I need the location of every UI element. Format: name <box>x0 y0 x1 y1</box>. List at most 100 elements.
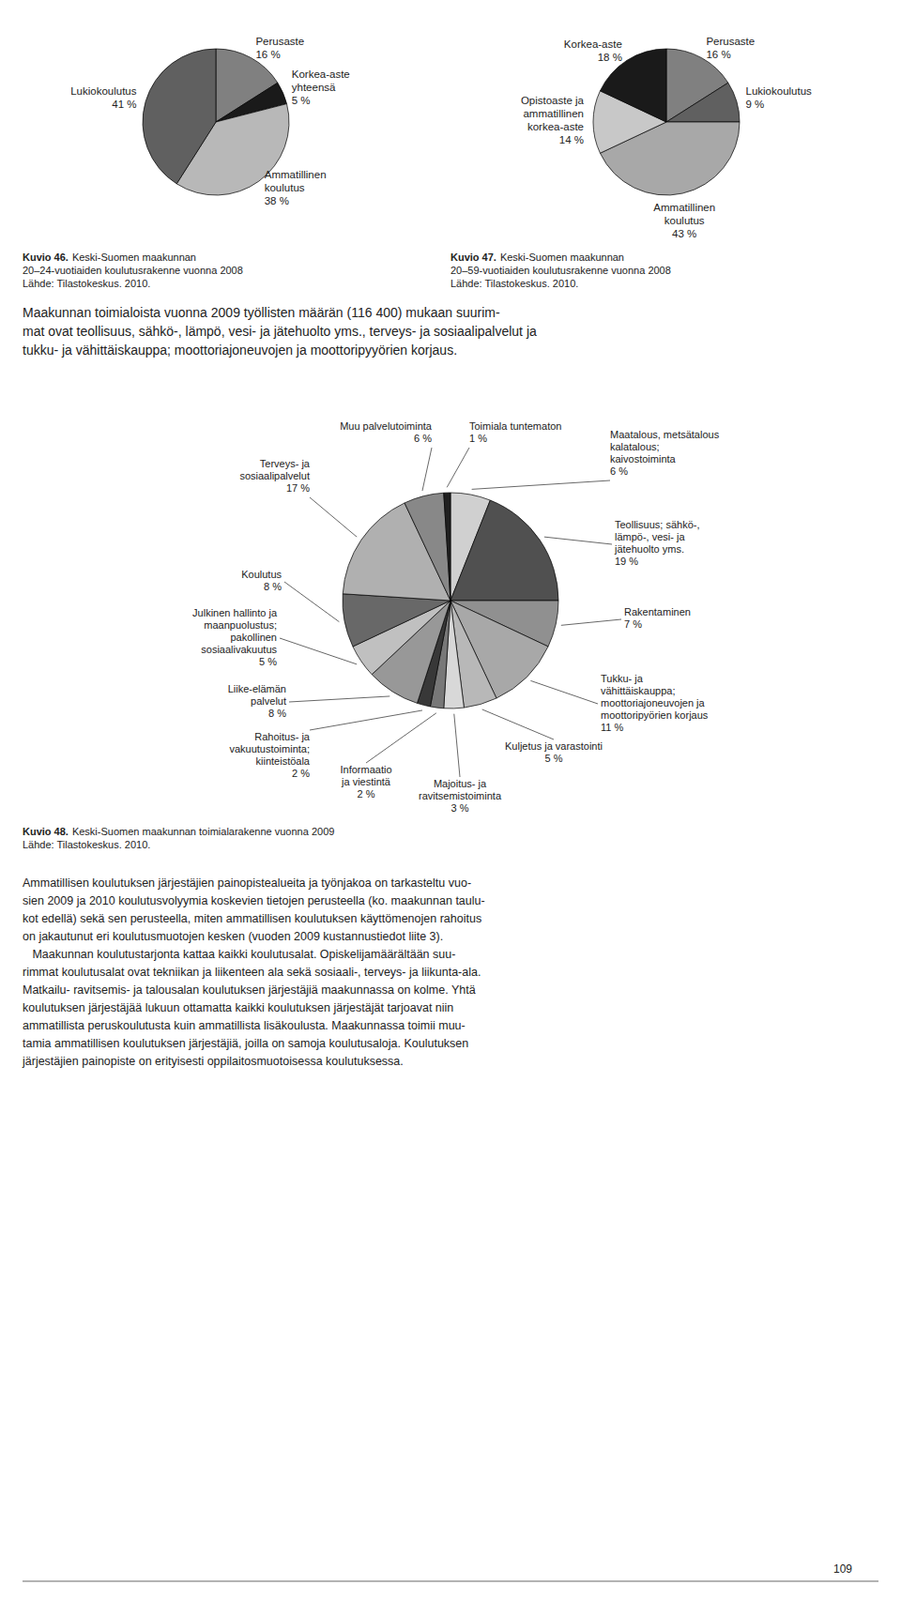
slices <box>342 492 559 709</box>
leader-line <box>284 581 339 623</box>
slice-value-label: 43 % <box>671 228 697 240</box>
body-text-line: koulutuksen järjestäjää lukuun ottamatta… <box>22 1001 454 1015</box>
slice-value-label: 14 % <box>559 134 584 146</box>
chart-annotation: Lähde: Tilastokeskus. 2010. <box>22 839 151 851</box>
slice-category-label: Rakentaminen <box>624 606 691 618</box>
slice-category-label-line: Lukiokoulutus <box>70 85 138 97</box>
caption: Kuvio 48.Keski-Suomen maakunnan toimiala… <box>22 825 335 851</box>
slice-category-label-line: Perusaste <box>255 35 305 47</box>
slice-category-label: Korkea-asteyhteensä <box>291 68 351 93</box>
slice-value-label: 3 % <box>451 802 470 814</box>
slice-value-label: 2 % <box>357 788 376 800</box>
slice-category-label-line: kaivostoiminta <box>610 453 677 465</box>
slice-category-label-line: Rahoitus- ja <box>254 731 311 743</box>
leader-line <box>309 497 357 537</box>
slice-value-label-line: 1 % <box>469 432 488 444</box>
chart-subtitle-line: Keski-Suomen maakunnan toimialarakenne v… <box>72 825 335 838</box>
slice-category-label-line: Teollisuus; sähkö-, <box>614 519 701 531</box>
chart-subtitle: Keski-Suomen maakunnan toimialarakenne v… <box>72 825 335 838</box>
slice-category-label-line: lämpö-, vesi- ja <box>614 531 686 543</box>
pie-slice <box>443 492 451 601</box>
slice-category-label-line: moottoripyörien korjaus <box>600 709 709 721</box>
slice-category-label-line: Majoitus- ja <box>433 778 488 790</box>
slice-value-label-line: 5 % <box>291 94 311 107</box>
leader-line <box>530 680 598 704</box>
pie-slice <box>666 82 740 123</box>
slice-category-label: Korkea-aste <box>564 38 623 50</box>
slice-value-label-line: 41 % <box>111 98 137 110</box>
body-text-line: järjestäjien painopiste on erityisesti o… <box>21 1054 404 1069</box>
body-text-line: mat ovat teollisuus, sähkö-, lämpö, vesi… <box>22 323 537 339</box>
slice-category-label: Lukiokoulutus <box>746 85 813 97</box>
leader-line <box>472 480 611 489</box>
slice-value-label: 18 % <box>597 51 623 63</box>
slice-value-label: 8 % <box>268 707 287 719</box>
slice-value-label-line: 5 % <box>259 656 277 668</box>
slice-value-label-line: 3 % <box>451 802 470 814</box>
slices <box>593 48 740 196</box>
slice-category-label-line: Ammatillinen <box>264 168 327 181</box>
slice-category-label: Perusaste <box>705 35 755 47</box>
slice-category-label-line: moottoriajoneuvojen ja <box>600 697 706 709</box>
slice-category-label-line: maanpuolustus; <box>203 619 277 631</box>
slice-value-label: 16 % <box>255 48 280 61</box>
slice-category-label-line: Julkinen hallinto ja <box>192 607 278 619</box>
pie-slice <box>450 500 559 601</box>
slice-value-label-line: 6 % <box>413 432 432 444</box>
slice-category-label: Opistoaste jaammatillinenkorkea-aste <box>520 94 585 133</box>
slice-value-label: 5 % <box>291 94 311 107</box>
slice-value-label-line: 8 % <box>268 707 287 719</box>
slice-value-label: 6 % <box>413 432 432 444</box>
slice-value-label: 9 % <box>746 98 765 110</box>
slice-value-label-line: 16 % <box>255 48 280 61</box>
slice-category-label-line: vakuutustoiminta; <box>229 743 310 755</box>
slice-value-label-line: 17 % <box>286 482 310 494</box>
slice-category-label-line: korkea-aste <box>527 121 584 133</box>
slice-category-label: Ammatillinenkoulutus <box>653 201 716 227</box>
leader-line <box>422 447 432 491</box>
slice-value-label: 7 % <box>624 618 642 630</box>
body-text-line: sien 2009 ja 2010 koulutusvolyymia koske… <box>22 894 486 908</box>
slice-category-label-line: Opistoaste ja <box>520 94 585 107</box>
caption: Kuvio 47.Keski-Suomen maakunnan20–59-vuo… <box>450 251 672 290</box>
slice-value-label: 17 % <box>286 482 310 494</box>
slice-labels: Perusaste16 % Korkea-asteyhteensä5 % Ammat… <box>70 35 351 206</box>
slice-category-label: Liike-elämänpalvelut <box>228 683 287 707</box>
slice-value-label: 8 % <box>263 580 282 593</box>
slice-category-label: Kuljetus ja varastointi <box>504 740 603 752</box>
chart-subtitle: Keski-Suomen maakunnan20–24-vuotiaiden k… <box>22 251 244 276</box>
slice-category-label-line: ravitsemistoiminta <box>418 790 503 802</box>
chart-subtitle-line: 20–24-vuotiaiden koulutusrakenne vuonna … <box>22 264 244 276</box>
slice-category-label-line: Maatalous, metsätalous <box>610 428 720 441</box>
leader-line <box>561 619 622 626</box>
page-number: 109 <box>833 1562 853 1576</box>
slice-category-label-line: Toimiala tuntematon <box>469 420 562 432</box>
caption: Kuvio 46.Keski-Suomen maakunnan20–24-vuo… <box>22 251 244 290</box>
body-text-line: tamia ammatillisen koulutuksen järjestäj… <box>22 1037 469 1051</box>
slice-category-label: Toimiala tuntematon <box>469 420 562 432</box>
slice-value-label: 38 % <box>264 195 290 207</box>
slice-category-label-line: Rakentaminen <box>624 606 691 618</box>
bottom-rule <box>22 1581 879 1583</box>
slice-value-label-line: 18 % <box>597 51 623 63</box>
body-text-line: tukku- ja vähittäiskauppa; moottoriajone… <box>22 342 458 358</box>
slice-category-label-line: Korkea-aste <box>291 68 351 80</box>
slice-category-label: Teollisuus; sähkö-,lämpö-, vesi- jajäteh… <box>613 519 701 555</box>
slice-category-label-line: pakollinen <box>229 631 277 643</box>
slice-category-label-line: Informaatio <box>339 763 392 776</box>
slice-category-label: Koulutus <box>241 568 282 581</box>
chart-title: Kuvio 47. <box>450 251 497 263</box>
chart-subtitle-line: Keski-Suomen maakunnan <box>500 251 625 263</box>
body-text-line: kot edellä) sekä sen perusteella, miten … <box>22 912 482 926</box>
slice-category-label-line: yhteensä <box>291 81 336 93</box>
body-text-line: Matkailu- ravitsemis- ja talousalan koul… <box>22 983 476 997</box>
slice-labels: Perusaste16 %Lukiokoulutus9 %Ammatilline… <box>520 35 812 240</box>
body-text-line: rimmat koulutusalat ovat tekniikan ja li… <box>22 965 481 979</box>
slice-category-label: Muu palvelutoiminta <box>339 420 433 432</box>
slice-value-label: 2 % <box>291 767 310 779</box>
chart-subtitle-line: Keski-Suomen maakunnan <box>72 251 197 263</box>
slice-category-label-line: sosiaalivakuutus <box>200 643 277 656</box>
slice-category-label-line: Terveys- ja <box>259 458 311 470</box>
slice-value-label-line: 5 % <box>545 752 564 764</box>
chart-title: Kuvio 48. <box>22 825 69 838</box>
